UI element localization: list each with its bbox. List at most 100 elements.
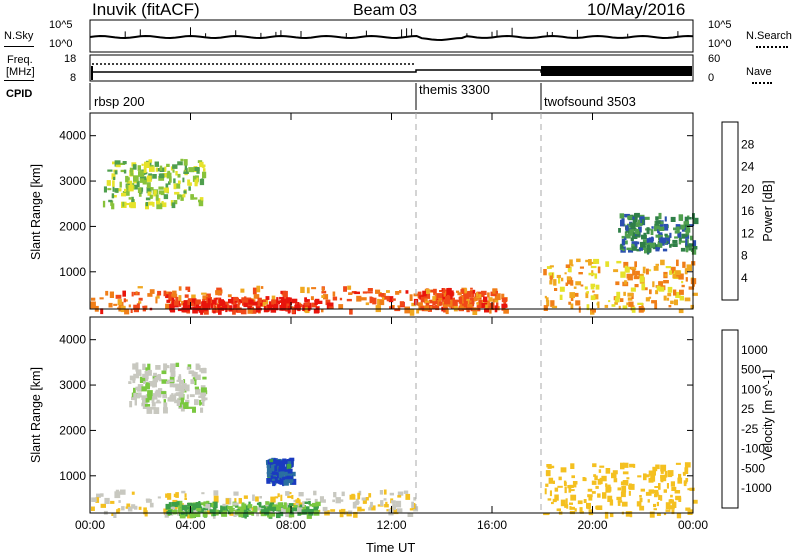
heatmap-cell xyxy=(158,388,163,392)
heatmap-cell xyxy=(590,285,595,290)
heatmap-cell xyxy=(107,188,112,191)
heatmap-cell xyxy=(652,466,658,470)
heatmap-cell xyxy=(383,498,387,501)
colorbar-tick-label: 4 xyxy=(741,271,748,285)
heatmap-cell xyxy=(266,471,271,478)
heatmap-cell xyxy=(172,299,175,304)
heatmap-cell xyxy=(432,305,437,310)
heatmap-cell xyxy=(116,509,120,514)
heatmap-cell xyxy=(670,494,673,498)
heatmap-cell xyxy=(173,300,180,306)
heatmap-cell xyxy=(241,297,245,301)
heatmap-cell xyxy=(679,289,684,295)
heatmap-cell xyxy=(588,259,592,266)
heatmap-cell xyxy=(565,282,568,286)
heatmap-cell xyxy=(180,397,184,405)
heatmap-cell xyxy=(330,509,336,512)
heatmap-cell xyxy=(211,299,217,306)
heatmap-cell xyxy=(195,303,200,309)
heatmap-cell xyxy=(145,398,150,403)
heatmap-cell xyxy=(227,304,230,311)
heatmap-cell xyxy=(277,300,281,305)
heatmap-cell xyxy=(175,492,179,498)
heatmap-cell xyxy=(151,402,156,407)
heatmap-cell xyxy=(681,227,688,232)
heatmap-cell xyxy=(234,505,239,508)
heatmap-cell xyxy=(386,296,390,302)
heatmap-cell xyxy=(148,201,154,206)
heatmap-cell xyxy=(663,489,667,493)
heatmap-cell xyxy=(417,302,423,306)
heatmap-cell xyxy=(166,381,170,384)
heatmap-cell xyxy=(664,470,668,478)
heatmap-cell xyxy=(114,170,118,175)
heatmap-cell xyxy=(133,184,138,190)
heatmap-cell xyxy=(615,281,620,286)
heatmap-cell xyxy=(161,201,164,204)
heatmap-cell xyxy=(200,385,206,389)
heatmap-cell xyxy=(652,489,659,494)
heatmap-cell xyxy=(186,509,190,515)
heatmap-cell xyxy=(173,178,176,184)
heatmap-cell xyxy=(332,499,335,503)
heatmap-cell xyxy=(354,501,360,504)
heatmap-cell xyxy=(648,296,652,299)
heatmap-cell xyxy=(129,202,133,208)
heatmap-cell xyxy=(619,213,625,219)
heatmap-cell xyxy=(597,478,602,485)
heatmap-cell xyxy=(189,509,194,516)
power-colorbar: 28 24 20 16 12 8 4 xyxy=(721,121,755,301)
heatmap-cell xyxy=(545,483,549,487)
heatmap-cell xyxy=(370,501,373,508)
heatmap-cell xyxy=(285,305,288,311)
heatmap-cell xyxy=(123,298,126,303)
heatmap-cell xyxy=(288,458,293,463)
heatmap-cell xyxy=(115,164,121,168)
heatmap-cell xyxy=(267,508,270,512)
heatmap-cell xyxy=(213,505,217,512)
heatmap-cell xyxy=(558,476,562,481)
heatmap-cell xyxy=(588,272,595,276)
heatmap-cell xyxy=(200,305,203,310)
heatmap-cell xyxy=(488,297,493,302)
heatmap-cell xyxy=(171,300,175,308)
heatmap-cell xyxy=(205,293,211,300)
heatmap-cell xyxy=(640,241,646,248)
heatmap-cell xyxy=(662,241,665,246)
heatmap-cell xyxy=(238,301,241,305)
heatmap-cell xyxy=(221,510,228,517)
heatmap-cell xyxy=(165,493,171,498)
heatmap-cell xyxy=(170,504,173,511)
heatmap-cell xyxy=(200,502,206,506)
heatmap-cell xyxy=(191,302,194,306)
heatmap-cell xyxy=(559,286,565,292)
heatmap-cell xyxy=(552,480,555,484)
heatmap-cell xyxy=(602,492,607,499)
heatmap-cell xyxy=(463,300,468,308)
heatmap-cell xyxy=(656,501,659,507)
heatmap-cell xyxy=(587,488,593,492)
heatmap-cell xyxy=(177,194,182,198)
heatmap-cell xyxy=(309,509,314,512)
heatmap-cell xyxy=(347,285,352,290)
heatmap-cell xyxy=(646,227,650,235)
heatmap-cell xyxy=(105,290,109,296)
heatmap-cell xyxy=(682,471,686,475)
heatmap-cell xyxy=(168,181,171,185)
heatmap-cell xyxy=(176,379,181,382)
heatmap-cell xyxy=(228,510,231,515)
heatmap-cell xyxy=(683,482,687,487)
heatmap-cell xyxy=(171,306,174,311)
heatmap-cell xyxy=(194,386,199,390)
heatmap-cell xyxy=(279,304,283,311)
heatmap-cell xyxy=(282,302,287,310)
heatmap-cell xyxy=(679,224,685,230)
heatmap-cell xyxy=(111,195,117,198)
heatmap-cell xyxy=(392,508,399,515)
heatmap-cell xyxy=(471,303,475,307)
heatmap-cell xyxy=(172,290,177,295)
heatmap-cell xyxy=(171,502,177,507)
heatmap-cell xyxy=(131,196,134,203)
heatmap-cell xyxy=(137,392,142,398)
heatmap-cell xyxy=(267,503,272,511)
